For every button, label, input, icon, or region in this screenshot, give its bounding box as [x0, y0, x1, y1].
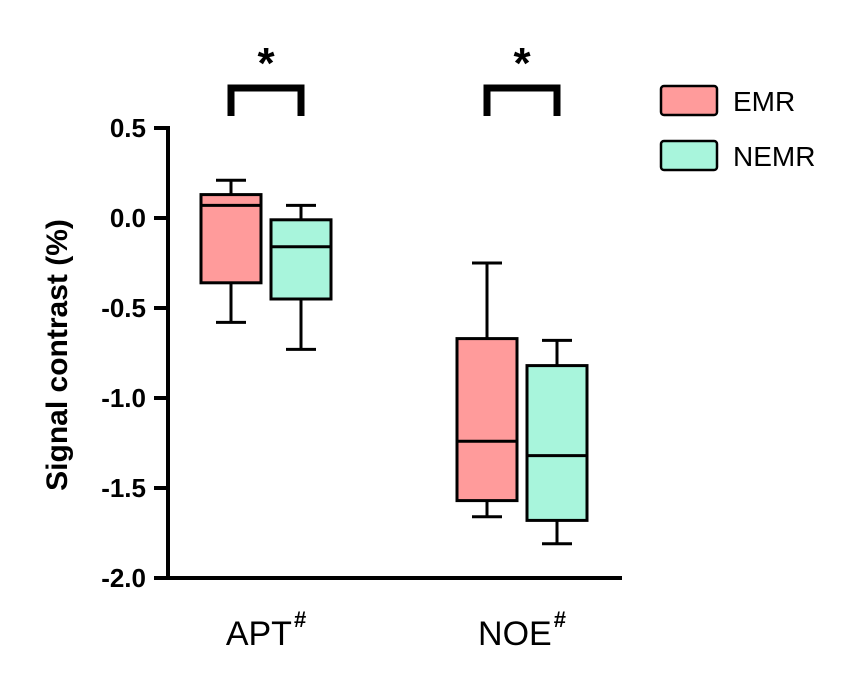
- legend-label: NEMR: [733, 141, 815, 172]
- y-tick-label: 0.0: [110, 203, 146, 233]
- significance-markers: * *: [227, 39, 561, 116]
- x-category-label: APT#: [226, 607, 306, 653]
- y-tick-label: -0.5: [101, 293, 146, 323]
- legend-label: EMR: [733, 86, 795, 117]
- box-nemr-apt: [269, 203, 333, 351]
- iqr-box: [199, 193, 263, 285]
- axes: 0.5 0.0 -0.5 -1.0 -1.5 -2.0 APT# NOE#: [101, 113, 622, 653]
- legend: EMR NEMR: [659, 84, 815, 172]
- box-nemr-noe: [525, 338, 589, 546]
- significance-apt: *: [227, 39, 305, 116]
- iqr-box: [455, 337, 519, 503]
- boxes: [199, 178, 589, 546]
- significance-noe: *: [483, 39, 561, 116]
- y-tick-label: -2.0: [101, 563, 146, 593]
- y-tick-label: 0.5: [110, 113, 146, 143]
- iqr-box: [525, 364, 589, 522]
- box-emr-noe: [455, 261, 519, 519]
- legend-swatch: [659, 84, 719, 117]
- y-tick-label: -1.0: [101, 383, 146, 413]
- significance-bracket: [483, 84, 561, 116]
- significance-star: *: [257, 39, 275, 88]
- significance-star: *: [513, 39, 531, 88]
- legend-item-nemr: NEMR: [659, 139, 815, 172]
- y-axis-label: Signal contrast (%): [41, 219, 74, 491]
- x-category-superscript: #: [554, 607, 566, 632]
- y-tick-label: -1.5: [101, 473, 146, 503]
- x-category-superscript: #: [294, 607, 306, 632]
- x-category-label: NOE#: [478, 607, 566, 653]
- iqr-box: [269, 218, 333, 301]
- box-emr-apt: [199, 178, 263, 324]
- legend-item-emr: EMR: [659, 84, 795, 117]
- significance-bracket: [227, 84, 305, 116]
- legend-swatch: [659, 139, 719, 172]
